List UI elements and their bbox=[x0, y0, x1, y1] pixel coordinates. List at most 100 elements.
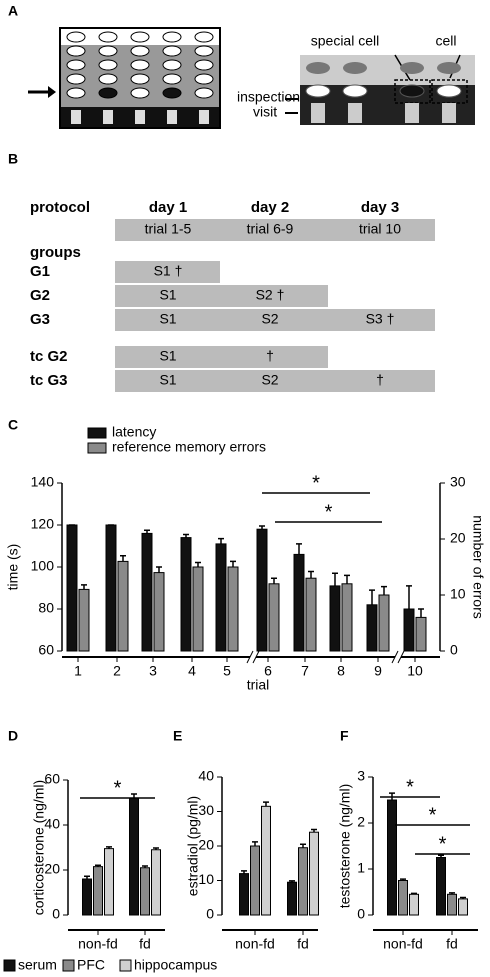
well bbox=[130, 31, 150, 43]
well bbox=[66, 87, 86, 99]
session-label: † bbox=[376, 372, 384, 388]
plate-diagram bbox=[28, 27, 221, 129]
error-bar bbox=[142, 865, 148, 868]
well bbox=[194, 87, 214, 99]
group-bar bbox=[115, 285, 328, 307]
bar bbox=[309, 831, 319, 916]
x-tick-label: 2 bbox=[113, 663, 121, 679]
bar bbox=[256, 528, 268, 652]
panel-label: B bbox=[8, 151, 18, 167]
error-bar bbox=[344, 574, 350, 584]
cell bbox=[305, 84, 331, 98]
bar bbox=[250, 845, 260, 916]
tube bbox=[71, 110, 81, 124]
significance-star: * bbox=[439, 833, 447, 855]
tube bbox=[167, 110, 177, 124]
bar bbox=[387, 799, 397, 916]
bar bbox=[403, 608, 415, 652]
x-tick-label: 8 bbox=[337, 663, 345, 679]
bar bbox=[227, 566, 239, 652]
panel-label: D bbox=[8, 728, 18, 744]
y2-tick-label: 10 bbox=[450, 586, 466, 602]
x-tick-label: fd bbox=[139, 936, 151, 952]
y2-tick-label: 20 bbox=[450, 530, 466, 546]
day-header: day 1 bbox=[149, 199, 187, 216]
error-bar bbox=[218, 537, 224, 544]
group-bar bbox=[115, 309, 435, 331]
day-header: day 3 bbox=[361, 199, 399, 216]
well bbox=[98, 59, 118, 71]
bar bbox=[447, 893, 457, 916]
significance-star: * bbox=[312, 472, 320, 494]
axis-break bbox=[391, 650, 399, 664]
bar bbox=[141, 532, 153, 652]
bar bbox=[192, 566, 204, 652]
legend-label: PFC bbox=[77, 957, 105, 973]
well bbox=[130, 73, 150, 85]
x-tick-label: 1 bbox=[74, 663, 82, 679]
error-bar bbox=[230, 560, 236, 567]
well bbox=[162, 45, 182, 57]
y-tick-label: 80 bbox=[38, 600, 54, 616]
bar bbox=[151, 849, 161, 916]
well bbox=[98, 73, 118, 85]
error-bar bbox=[296, 543, 302, 555]
error-bar bbox=[259, 525, 265, 530]
error-bar bbox=[449, 892, 455, 895]
bar bbox=[117, 560, 129, 652]
bar bbox=[66, 524, 78, 652]
error-bar bbox=[252, 841, 258, 846]
session-label: S2 bbox=[261, 311, 278, 327]
y-tick-label: 10 bbox=[198, 871, 214, 887]
bar bbox=[329, 585, 341, 652]
error-bar bbox=[156, 566, 162, 573]
x-tick-label: 3 bbox=[149, 663, 157, 679]
well bbox=[130, 45, 150, 57]
tube bbox=[405, 103, 419, 123]
x-tick-label: fd bbox=[446, 936, 458, 952]
cell bbox=[437, 62, 461, 74]
bar bbox=[180, 537, 192, 652]
y2-axis-label: number of errors bbox=[470, 515, 486, 618]
well bbox=[98, 31, 118, 43]
well bbox=[66, 59, 86, 71]
error-bar bbox=[106, 846, 112, 849]
bar bbox=[298, 847, 308, 916]
trial-label: trial 1-5 bbox=[145, 221, 192, 237]
x-tick-label: 10 bbox=[407, 663, 423, 679]
error-bar bbox=[144, 529, 150, 534]
legend-label: latency bbox=[112, 424, 156, 440]
y-tick-label: 60 bbox=[38, 642, 54, 658]
well bbox=[162, 87, 182, 99]
bar bbox=[305, 577, 317, 652]
bar bbox=[458, 898, 468, 916]
axis-break bbox=[246, 650, 254, 664]
x-tick-label: 9 bbox=[374, 663, 382, 679]
tube bbox=[135, 110, 145, 124]
legend-label: reference memory errors bbox=[112, 439, 266, 455]
error-bar bbox=[263, 801, 269, 807]
tube bbox=[442, 103, 456, 123]
diagram-label: inspection bbox=[237, 89, 300, 105]
bar bbox=[436, 857, 446, 916]
session-label: S1 bbox=[159, 348, 176, 364]
legend-swatch bbox=[87, 427, 107, 439]
legend-swatch bbox=[87, 442, 107, 454]
group-label: G1 bbox=[30, 263, 50, 280]
error-bar bbox=[120, 555, 126, 562]
error-bar bbox=[411, 892, 417, 895]
day-header: day 2 bbox=[251, 199, 289, 216]
y-tick-label: 0 bbox=[206, 906, 214, 922]
group-bar bbox=[115, 370, 435, 392]
group-label: tc G3 bbox=[30, 372, 68, 389]
cell bbox=[342, 84, 368, 98]
legend-label: hippocampus bbox=[134, 957, 217, 973]
y2-tick-label: 30 bbox=[450, 474, 466, 490]
well bbox=[66, 73, 86, 85]
error-bar bbox=[241, 870, 247, 874]
panel-label: C bbox=[8, 417, 18, 433]
x-tick-label: fd bbox=[297, 936, 309, 952]
bar bbox=[93, 866, 103, 916]
